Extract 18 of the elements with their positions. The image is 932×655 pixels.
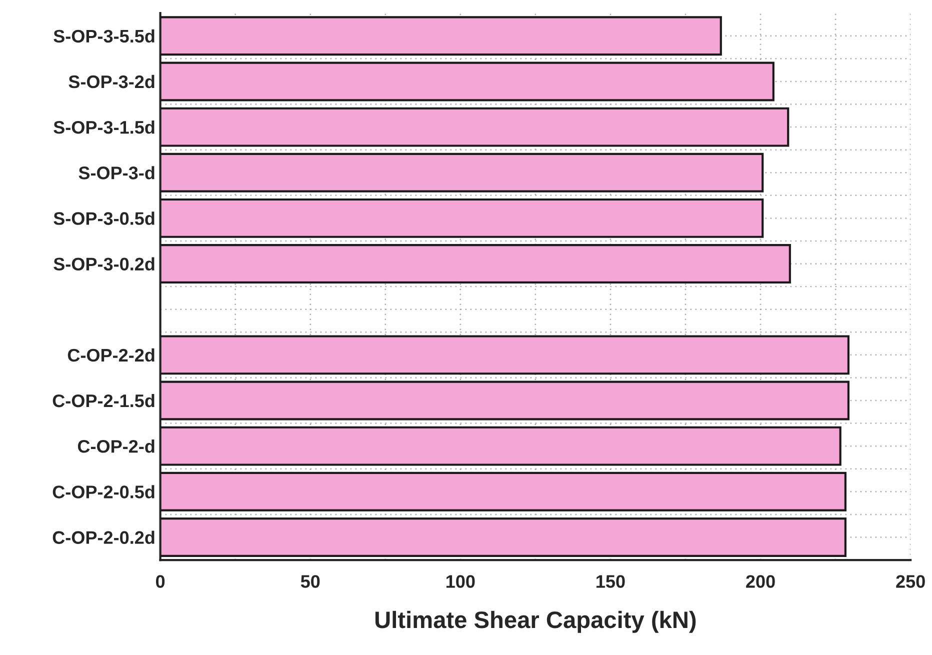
y-tick-label: S-OP-3-d bbox=[78, 166, 154, 180]
x-tick-label: 200 bbox=[746, 575, 775, 588]
y-tick-label: S-OP-3-5.5d bbox=[54, 29, 154, 43]
y-tick-label: C-OP-2-1.5d bbox=[52, 394, 154, 408]
x-tick-label: 0 bbox=[156, 575, 165, 588]
y-tick-label: S-OP-3-2d bbox=[68, 74, 154, 88]
x-tick-label: 100 bbox=[446, 575, 475, 588]
y-tick-label: C-OP-2-0.2d bbox=[52, 530, 154, 544]
y-tick-label: C-OP-2-d bbox=[78, 440, 154, 453]
y-tick-label: S-OP-3-0.5d bbox=[54, 212, 154, 225]
y-tick-label: C-OP-2-2d bbox=[68, 348, 154, 362]
y-tick-label: C-OP-2-0.5d bbox=[52, 485, 154, 498]
x-tick-label: 250 bbox=[896, 575, 925, 588]
x-axis-title: Ultimate Shear Capacity (kN) bbox=[375, 610, 696, 633]
x-tick-label: 50 bbox=[300, 575, 320, 588]
y-tick-label: S-OP-3-1.5d bbox=[54, 120, 154, 134]
y-tick-label: S-OP-3-0.2d bbox=[54, 257, 154, 271]
x-tick-label: 150 bbox=[596, 575, 625, 588]
